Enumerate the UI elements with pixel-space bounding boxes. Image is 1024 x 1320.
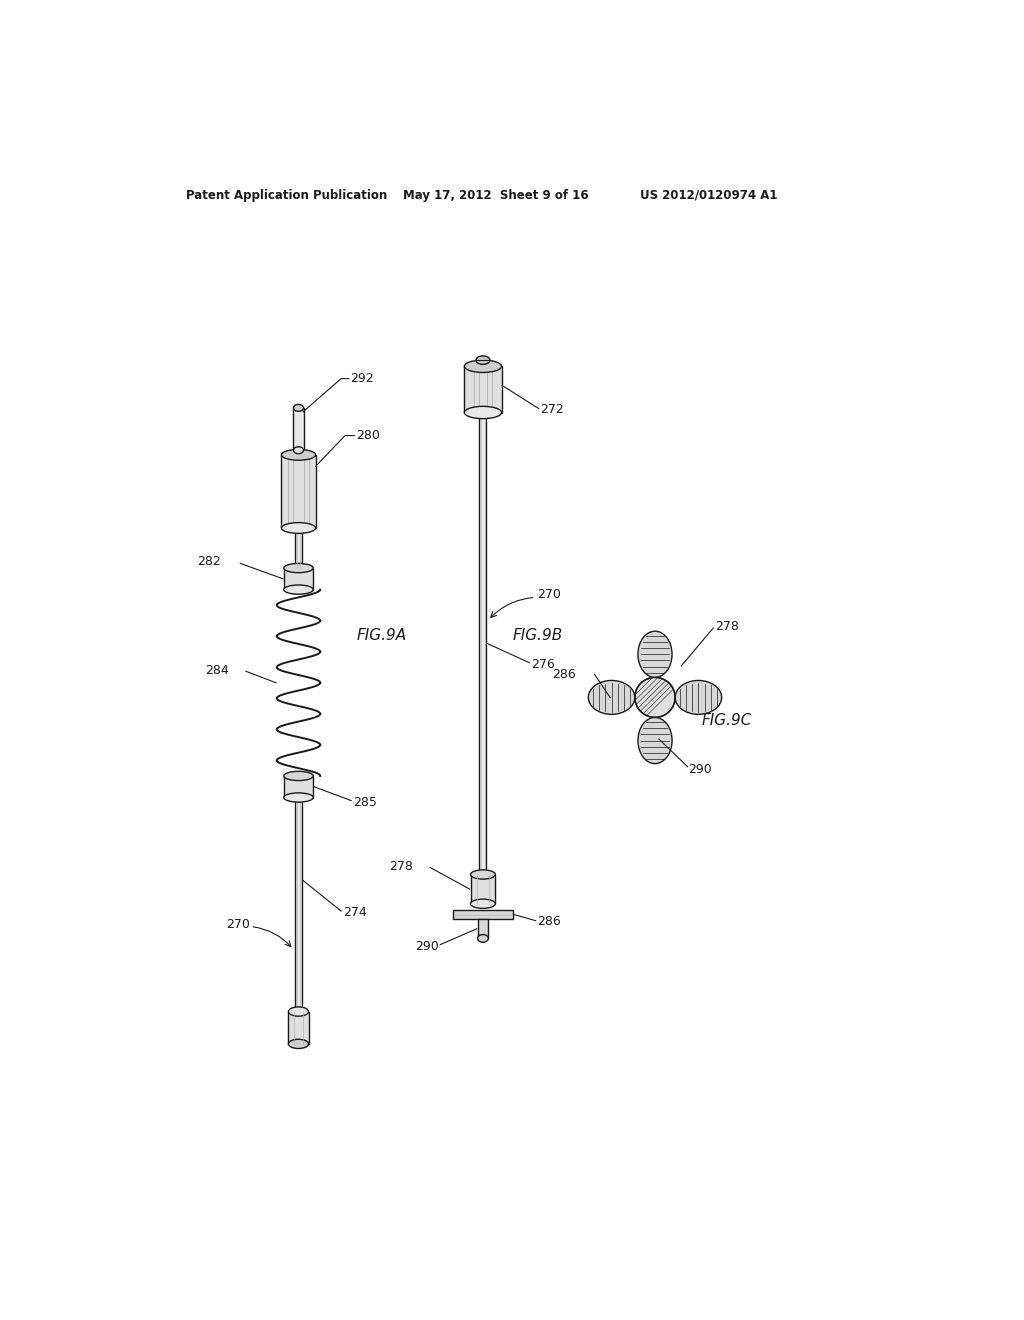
Ellipse shape	[675, 681, 722, 714]
Text: 290: 290	[415, 940, 438, 953]
Ellipse shape	[289, 1007, 308, 1016]
Ellipse shape	[635, 677, 675, 718]
Ellipse shape	[289, 1039, 308, 1048]
Text: 284: 284	[205, 664, 228, 677]
Text: 274: 274	[343, 906, 367, 919]
Text: US 2012/0120974 A1: US 2012/0120974 A1	[640, 189, 777, 202]
Text: 286: 286	[538, 915, 561, 928]
Text: 278: 278	[715, 620, 738, 634]
Text: 286: 286	[552, 668, 575, 681]
Text: FIG.9B: FIG.9B	[512, 628, 562, 643]
Ellipse shape	[284, 771, 313, 780]
Text: 276: 276	[531, 657, 555, 671]
Text: May 17, 2012  Sheet 9 of 16: May 17, 2012 Sheet 9 of 16	[403, 189, 589, 202]
Bar	[477, 919, 488, 939]
Text: 282: 282	[198, 556, 221, 569]
Bar	[464, 366, 502, 412]
Ellipse shape	[284, 564, 313, 573]
Text: 290: 290	[688, 763, 712, 776]
Ellipse shape	[638, 631, 672, 677]
Bar	[479, 413, 486, 875]
Ellipse shape	[476, 356, 489, 364]
Text: 292: 292	[350, 372, 374, 385]
Bar	[453, 909, 513, 919]
Ellipse shape	[471, 899, 496, 908]
Ellipse shape	[282, 450, 315, 461]
Ellipse shape	[638, 718, 672, 763]
Bar	[284, 568, 313, 590]
Ellipse shape	[464, 360, 502, 372]
Bar	[295, 797, 302, 1010]
Bar	[294, 408, 303, 450]
Ellipse shape	[284, 793, 313, 803]
Bar	[471, 875, 496, 904]
Text: 270: 270	[226, 919, 250, 932]
Text: 278: 278	[389, 859, 414, 873]
Bar	[282, 455, 315, 528]
Text: 280: 280	[356, 429, 380, 442]
Bar	[284, 776, 313, 797]
Text: 285: 285	[352, 796, 377, 809]
Text: Patent Application Publication: Patent Application Publication	[186, 189, 387, 202]
Ellipse shape	[477, 935, 488, 942]
Text: 272: 272	[541, 403, 564, 416]
Ellipse shape	[471, 870, 496, 879]
Ellipse shape	[282, 523, 315, 533]
Ellipse shape	[464, 407, 502, 418]
Ellipse shape	[294, 404, 303, 412]
Ellipse shape	[589, 681, 635, 714]
Text: 270: 270	[538, 589, 561, 602]
Bar	[295, 528, 302, 568]
Ellipse shape	[294, 446, 303, 454]
Text: FIG.9A: FIG.9A	[356, 628, 407, 643]
Bar	[289, 1011, 308, 1044]
Ellipse shape	[284, 585, 313, 594]
Text: FIG.9C: FIG.9C	[701, 713, 752, 729]
